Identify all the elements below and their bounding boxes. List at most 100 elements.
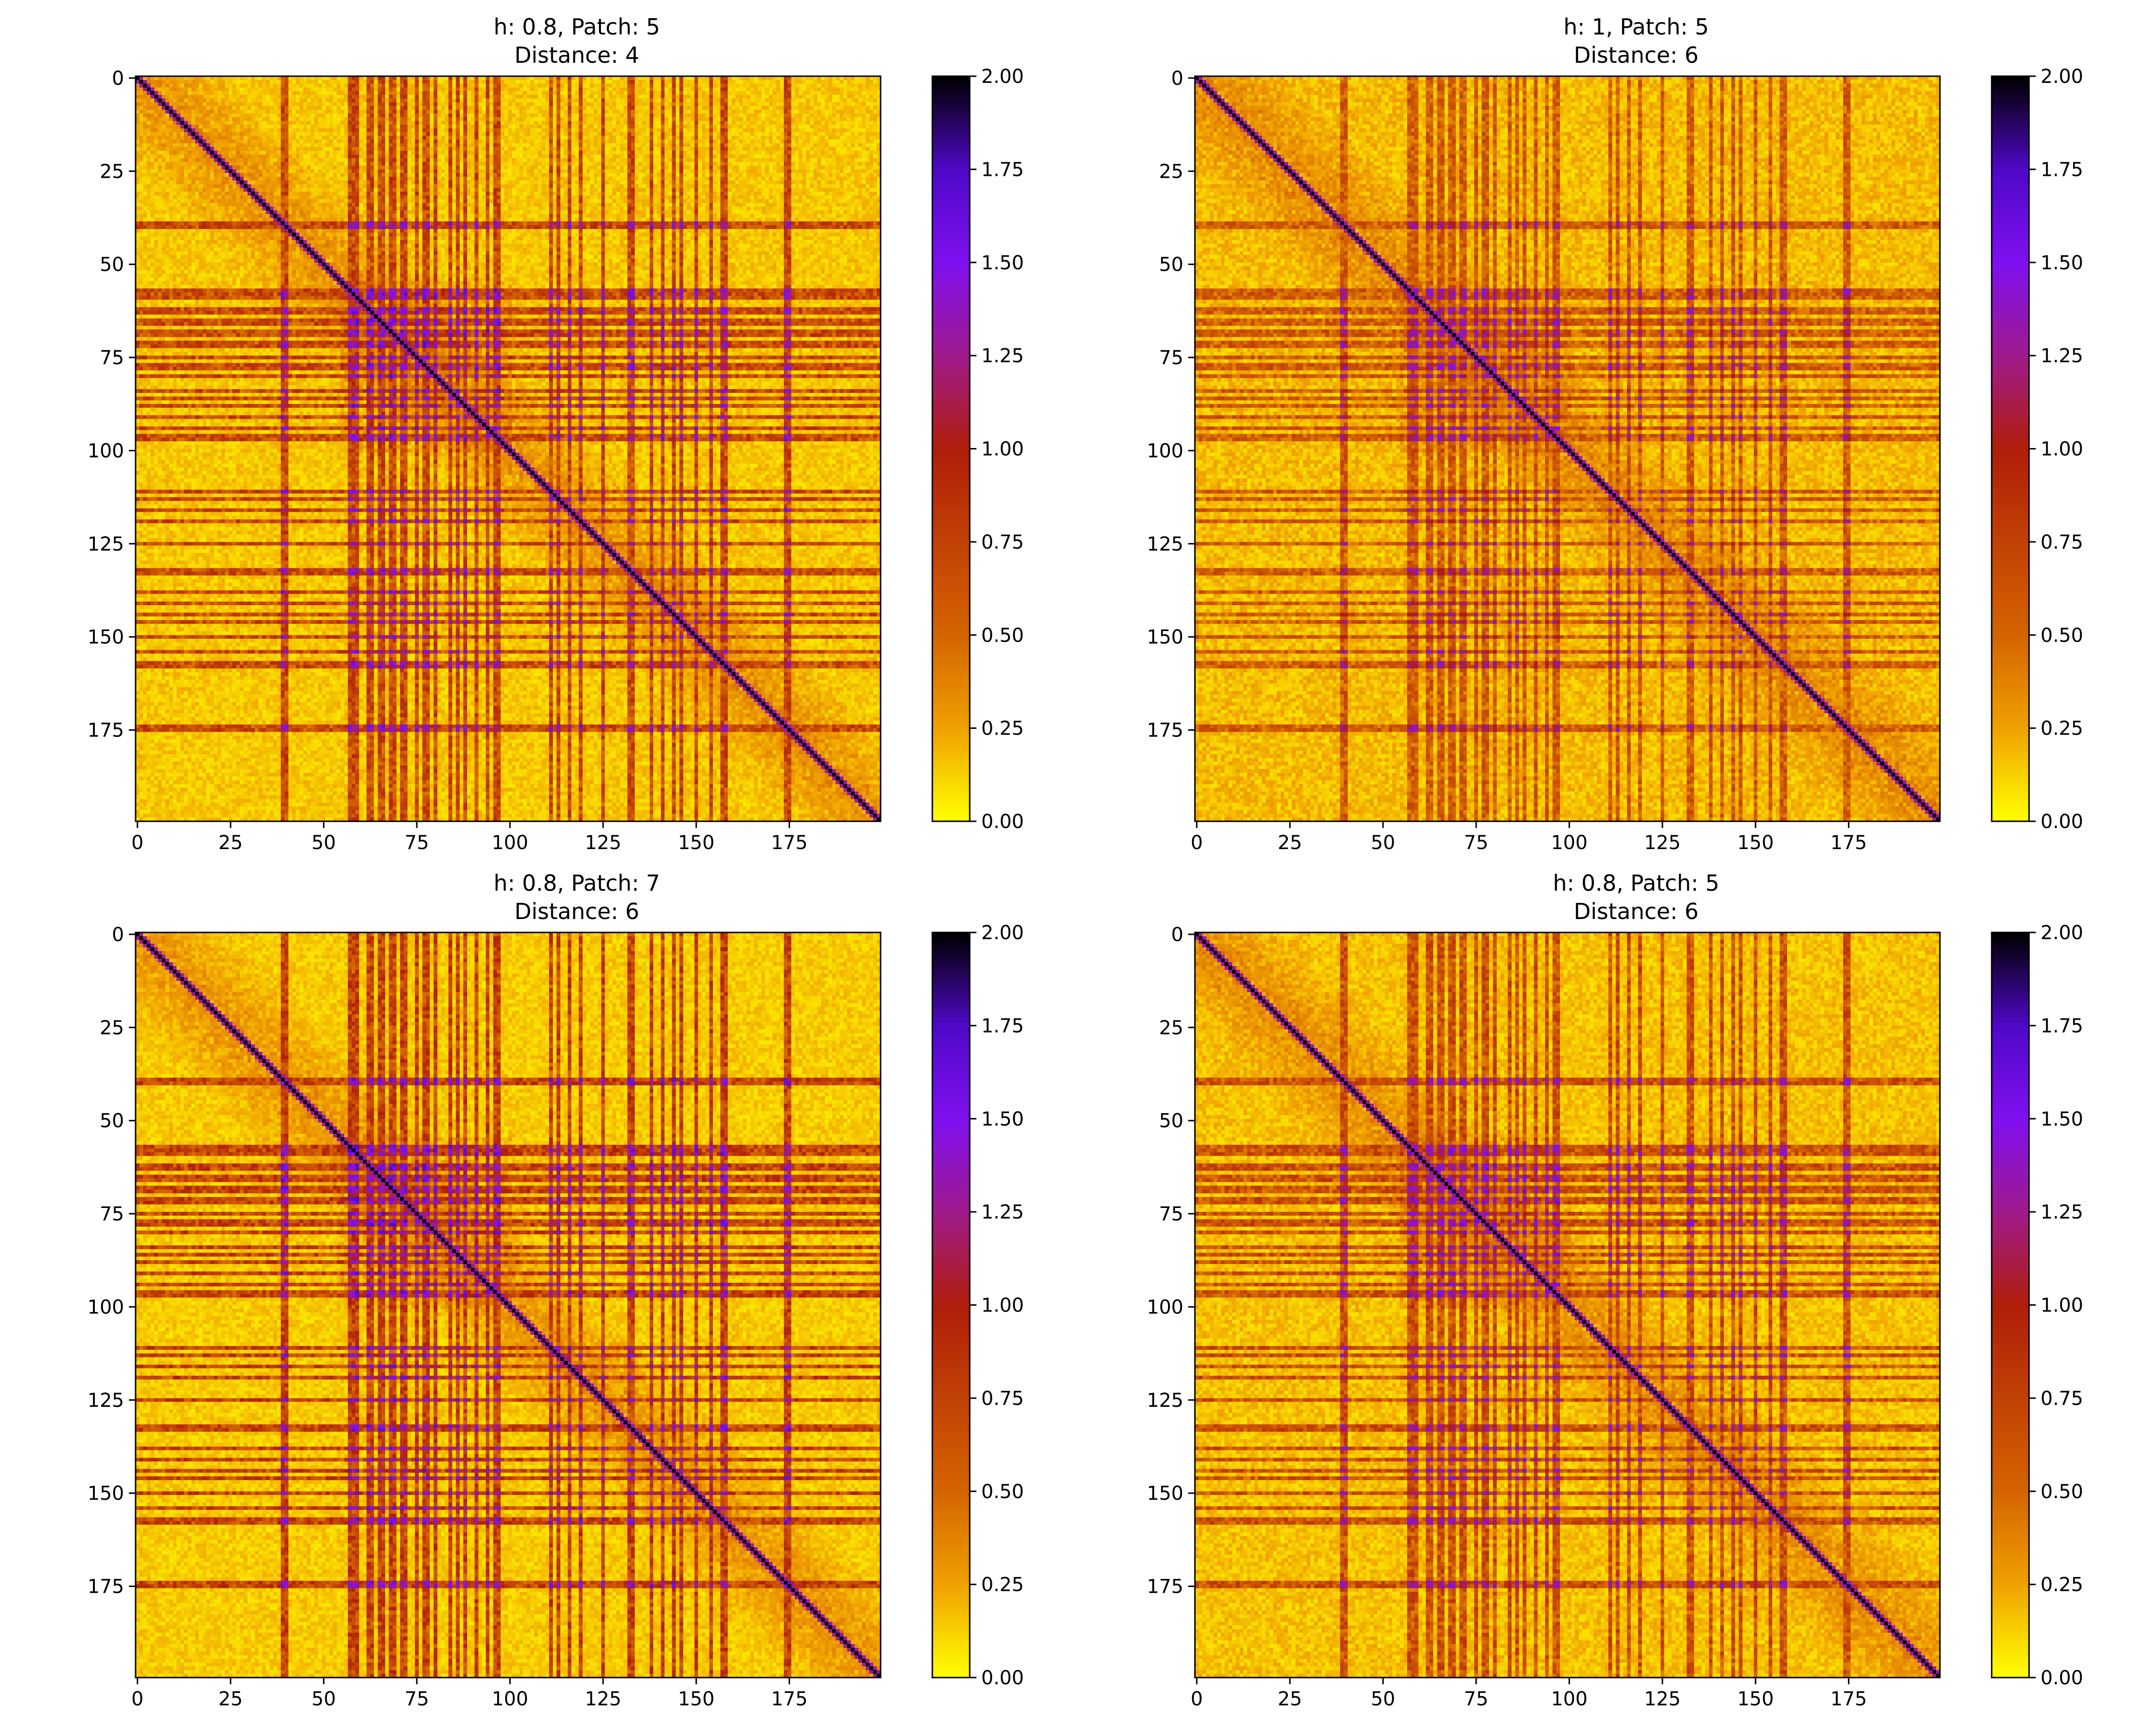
colorbar-tick-label: 0.75 xyxy=(981,531,1024,553)
y-tick-label: 25 xyxy=(100,161,124,183)
heatmap-cells xyxy=(1195,932,1940,1678)
colorbar-tick-label: 0.00 xyxy=(981,1667,1024,1689)
panel-title-line2: Distance: 4 xyxy=(515,42,640,68)
x-tick-label: 175 xyxy=(771,1688,807,1710)
colorbar-tick-label: 0.75 xyxy=(2041,1388,2083,1410)
x-tick-label: 125 xyxy=(1644,832,1681,854)
colorbar-tick-label: 0.00 xyxy=(2041,1667,2083,1689)
y-tick-label: 125 xyxy=(1147,1390,1183,1412)
panel-title-line1: h: 1, Patch: 5 xyxy=(1563,14,1709,40)
y-tick-label: 50 xyxy=(100,254,124,276)
x-tick-label: 125 xyxy=(585,1688,621,1710)
colorbar-tick-label: 1.25 xyxy=(981,1201,1024,1223)
colorbar-tick-label: 1.50 xyxy=(981,1108,1024,1130)
x-tick-label: 0 xyxy=(131,832,143,854)
colorbar-tick-label: 2.00 xyxy=(2041,922,2083,944)
panel-title-line1: h: 0.8, Patch: 5 xyxy=(493,14,660,40)
x-tick-label: 0 xyxy=(1191,1688,1203,1710)
y-tick-label: 0 xyxy=(1171,924,1183,946)
colorbar-gradient xyxy=(1992,932,2029,1678)
y-tick-label: 150 xyxy=(88,1483,124,1505)
y-tick-label: 100 xyxy=(88,1296,124,1318)
y-tick-label: 150 xyxy=(1147,1483,1183,1505)
colorbar-tick-label: 0.50 xyxy=(2041,1481,2083,1503)
x-tick-label: 25 xyxy=(218,832,243,854)
colorbar-tick-label: 1.50 xyxy=(981,252,1024,274)
x-tick-label: 100 xyxy=(1551,1688,1587,1710)
colorbar-tick-label: 1.25 xyxy=(981,345,1024,367)
x-tick-label: 150 xyxy=(1737,1688,1774,1710)
y-tick-label: 175 xyxy=(1147,720,1183,742)
colorbar-tick-label: 1.00 xyxy=(2041,1295,2083,1317)
y-tick-label: 0 xyxy=(112,68,124,90)
colorbar-gradient xyxy=(932,76,970,821)
y-tick-label: 150 xyxy=(1147,626,1183,648)
x-tick-label: 75 xyxy=(405,1688,429,1710)
y-tick-label: 0 xyxy=(112,924,124,946)
x-tick-label: 50 xyxy=(311,1688,336,1710)
colorbar-tick-label: 2.00 xyxy=(2041,66,2083,88)
y-tick-label: 75 xyxy=(100,1203,124,1225)
colorbar-tick-label: 1.00 xyxy=(2041,438,2083,460)
x-tick-label: 25 xyxy=(1278,832,1302,854)
heatmap-frame xyxy=(1194,75,1941,822)
x-tick-label: 175 xyxy=(1830,832,1867,854)
y-tick-label: 25 xyxy=(1159,1017,1183,1039)
colorbar-tick-label: 0.25 xyxy=(2041,718,2083,740)
colorbar-tick-label: 0.50 xyxy=(981,1481,1024,1503)
colorbar-tick-label: 0.00 xyxy=(2041,811,2083,833)
colorbar-tick-label: 1.75 xyxy=(2041,1015,2083,1037)
y-tick-label: 150 xyxy=(88,626,124,648)
colorbar-gradient xyxy=(932,932,970,1678)
colorbar-tick-label: 0.50 xyxy=(981,624,1024,646)
x-tick-label: 25 xyxy=(1278,1688,1302,1710)
y-tick-label: 125 xyxy=(1147,533,1183,555)
x-tick-label: 150 xyxy=(1737,832,1774,854)
y-tick-label: 75 xyxy=(1159,347,1183,369)
x-tick-label: 175 xyxy=(771,832,807,854)
x-tick-label: 50 xyxy=(1371,1688,1395,1710)
x-tick-label: 150 xyxy=(678,832,714,854)
heatmap-frame xyxy=(135,932,882,1679)
colorbar-tick-label: 2.00 xyxy=(981,66,1024,88)
x-tick-label: 50 xyxy=(1371,832,1395,854)
panel-title-line1: h: 0.8, Patch: 7 xyxy=(493,870,660,896)
y-tick-label: 75 xyxy=(100,347,124,369)
colorbar-tick-label: 0.75 xyxy=(2041,531,2083,553)
x-tick-label: 150 xyxy=(678,1688,714,1710)
x-tick-label: 125 xyxy=(585,832,621,854)
colorbar-tick-label: 1.00 xyxy=(981,438,1024,460)
y-tick-label: 0 xyxy=(1171,68,1183,90)
y-tick-label: 125 xyxy=(88,533,124,555)
x-tick-label: 100 xyxy=(492,832,528,854)
x-tick-label: 125 xyxy=(1644,1688,1681,1710)
heatmap-cells xyxy=(136,932,881,1678)
colorbar-tick-label: 0.00 xyxy=(981,811,1024,833)
colorbar-tick-label: 1.75 xyxy=(2041,159,2083,181)
colorbar-tick-label: 0.25 xyxy=(981,718,1024,740)
colorbar-tick-label: 1.50 xyxy=(2041,1108,2083,1130)
y-tick-label: 25 xyxy=(1159,161,1183,183)
colorbar-gradient xyxy=(1992,76,2029,821)
colorbar-tick-label: 0.25 xyxy=(981,1574,1024,1596)
y-tick-label: 175 xyxy=(88,720,124,742)
y-tick-label: 175 xyxy=(1147,1576,1183,1598)
x-tick-label: 75 xyxy=(1464,832,1489,854)
y-tick-label: 25 xyxy=(100,1017,124,1039)
x-tick-label: 100 xyxy=(1551,832,1587,854)
y-tick-label: 175 xyxy=(88,1576,124,1598)
x-tick-label: 100 xyxy=(492,1688,528,1710)
panel-title-line2: Distance: 6 xyxy=(1574,42,1699,68)
y-tick-label: 125 xyxy=(88,1390,124,1412)
x-tick-label: 175 xyxy=(1830,1688,1867,1710)
y-tick-label: 50 xyxy=(1159,254,1183,276)
x-tick-label: 0 xyxy=(1191,832,1203,854)
x-tick-label: 75 xyxy=(1464,1688,1489,1710)
panel-title-line2: Distance: 6 xyxy=(515,898,640,924)
y-tick-label: 100 xyxy=(88,440,124,462)
y-tick-label: 75 xyxy=(1159,1203,1183,1225)
